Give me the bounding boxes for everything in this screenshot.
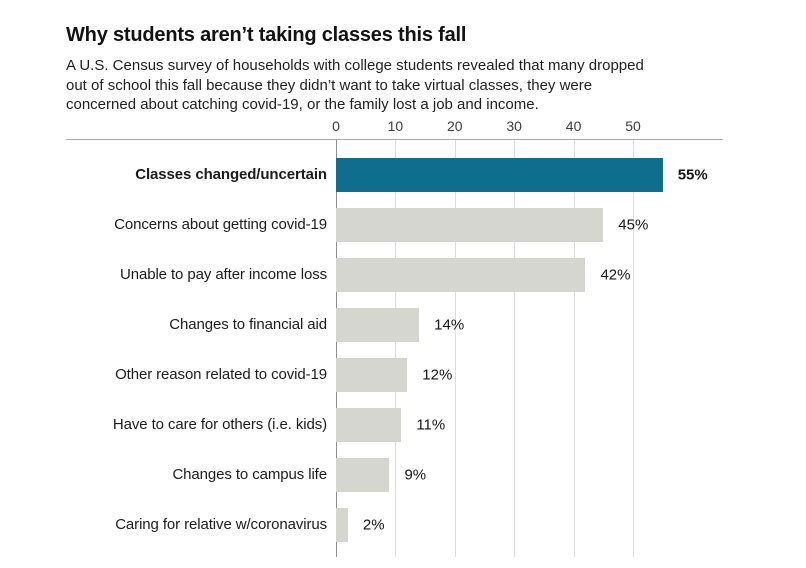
bar-category-label: Unable to pay after income loss [119,265,327,283]
chart-subtitle-line: out of school this fall because they did… [66,76,593,94]
gridline [395,139,397,557]
bar-category-label: Concerns about getting covid-19 [114,215,327,233]
bar [336,357,408,392]
chart-subtitle: A U.S. Census survey of households with … [66,56,766,115]
axis-tick-label: 0 [332,117,340,134]
bar-row: Changes to financial aid 14% [66,300,723,350]
bar-area: 12% [336,357,723,392]
gridline [514,139,516,557]
bar-value-label: 14% [434,316,465,333]
bar-value-label: 9% [404,466,427,483]
bar-category-label: Classes changed/uncertain [135,165,327,183]
bar-value-label: 55% [677,166,708,183]
bar-value-label: 42% [600,266,631,283]
axis-tick-label: 50 [625,117,641,134]
x-axis-tick-labels: 0 10 20 30 40 50 [66,115,723,139]
bar-row: Other reason related to covid-19 12% [66,350,723,400]
zero-baseline [336,139,337,557]
bar-row: Caring for relative w/coronavirus 2% [66,500,723,550]
bar [336,307,420,342]
bar-area: 55% [336,157,723,192]
bar-area: 11% [336,407,723,442]
bar-category-label: Have to care for others (i.e. kids) [112,415,327,433]
gridline [573,139,575,557]
bar [336,157,663,192]
axis-tick-label: 20 [447,117,463,134]
bar-chart: 0 10 20 30 40 50 Classes changed/uncertain 55%… [66,115,723,557]
bar [336,507,348,542]
bar-row: Unable to pay after income loss 42% [66,250,723,300]
chart-subtitle-line: concerned about catching covid-19, or th… [66,96,539,113]
bar-value-label: 2% [362,516,385,533]
bar-category-label: Other reason related to covid-19 [115,365,327,383]
bar-row: Concerns about getting covid-19 45% [66,200,723,250]
bar-area: 14% [336,307,723,342]
bar-value-label: 12% [422,366,453,383]
bar-category-label: Changes to campus life [172,465,327,483]
gridline [454,139,456,557]
gridline [633,139,634,557]
bar-category-label: Changes to financial aid [169,315,327,333]
bar-row: Changes to campus life 9% [66,450,723,500]
bar-category-label: Caring for relative w/coronavirus [115,515,327,533]
bar-area: 9% [336,457,723,492]
bar-area: 2% [336,507,723,542]
bar-value-label: 11% [416,416,446,433]
chart-subtitle-line: A U.S. Census survey of households with … [66,57,644,74]
bar [336,407,402,442]
chart-header: Why students aren’t taking classes this … [0,0,806,115]
chart-title: Why students aren’t taking classes this … [66,24,467,46]
bar-row: Have to care for others (i.e. kids) 11% [66,400,723,450]
bar-row: Classes changed/uncertain 55% [66,150,723,200]
bar [336,207,604,242]
bar [336,457,390,492]
bar [336,257,586,292]
bar-value-label: 45% [618,216,649,233]
axis-tick-label: 10 [387,117,404,134]
bar-area: 42% [336,257,723,292]
chart-body: Classes changed/uncertain 55% Concerns abo… [66,139,723,557]
axis-tick-label: 40 [565,117,582,134]
x-axis-line [66,138,723,140]
axis-tick-label: 30 [506,117,522,134]
bar-area: 45% [336,207,723,242]
